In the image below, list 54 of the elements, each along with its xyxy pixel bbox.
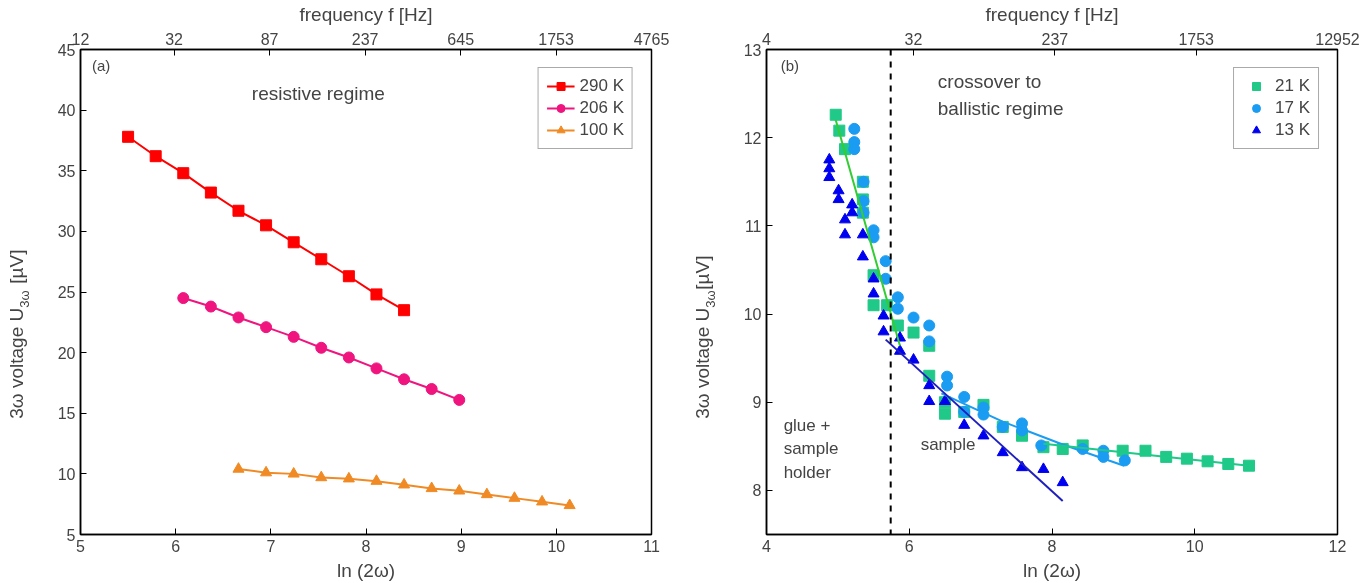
y-tick-label: 10: [743, 306, 762, 324]
x-tick-label: 12: [1328, 537, 1347, 555]
x-tick-label: 10: [547, 537, 566, 555]
x-axis-title: ln (2ω): [1022, 559, 1082, 581]
legend-label: 206 K: [579, 98, 624, 118]
y-tick-label: 10: [57, 465, 76, 483]
x2-tick-label: 4765: [633, 30, 670, 48]
y-tick-label: 20: [57, 344, 76, 362]
y-tick-label: 5: [66, 526, 76, 544]
x2-tick-label: 645: [447, 30, 475, 48]
y-tick-label: 25: [57, 284, 76, 301]
legend-label: 100 K: [579, 120, 624, 140]
y-tick-label: 12: [743, 129, 762, 147]
y-tick-label: 9: [752, 394, 762, 412]
x2-axis-title: frequency f [Hz]: [985, 3, 1119, 25]
y-axis-title: 3ω voltage U3ω[µV]: [691, 255, 718, 419]
legend-label: 13 K: [1275, 120, 1310, 140]
x-tick-label: 8: [1047, 537, 1057, 555]
x2-tick-label: 87: [260, 30, 279, 48]
annotation: (a): [91, 56, 111, 74]
x-tick-label: 4: [762, 537, 772, 555]
x2-axis-title: frequency f [Hz]: [299, 3, 433, 25]
x-tick-label: 10: [1185, 537, 1204, 555]
x-tick-label: 11: [643, 537, 660, 555]
annotation: crossover to ballistic regime: [937, 71, 1064, 119]
legend-label: 21 K: [1275, 76, 1310, 96]
annotation: (b): [780, 56, 800, 74]
y-tick-label: 40: [57, 102, 76, 120]
x-tick-label: 6: [171, 537, 181, 555]
y-tick-label: 11: [744, 217, 762, 235]
x2-tick-label: 32: [904, 30, 923, 48]
y-tick-label: 8: [752, 482, 762, 500]
x-axis-title: ln (2ω): [336, 559, 396, 581]
x2-tick-label: 237: [1041, 30, 1069, 48]
legend-label: 290 K: [579, 76, 624, 96]
x-tick-label: 7: [266, 537, 276, 555]
y-tick-label: 15: [57, 405, 76, 423]
x-tick-label: 9: [456, 537, 466, 555]
annotation: sample: [920, 435, 976, 455]
y-axis-title: 3ω voltage U3ω [µV]: [5, 249, 32, 419]
x-tick-label: 8: [361, 537, 371, 555]
y-tick-label: 30: [57, 223, 76, 241]
x2-tick-label: 4: [762, 30, 772, 48]
y-tick-label: 35: [57, 162, 76, 180]
x-tick-label: 6: [904, 537, 914, 555]
annotation: glue + sample holder: [783, 415, 839, 483]
x2-tick-label: 1753: [538, 30, 574, 48]
x2-tick-label: 12952: [1315, 30, 1360, 48]
x2-tick-label: 32: [165, 30, 184, 48]
annotation: resistive regime: [251, 83, 385, 105]
x2-tick-label: 237: [351, 30, 379, 48]
y-tick-label: 13: [743, 41, 762, 59]
legend-label: 17 K: [1275, 98, 1310, 118]
x2-tick-label: 1753: [1178, 30, 1215, 48]
